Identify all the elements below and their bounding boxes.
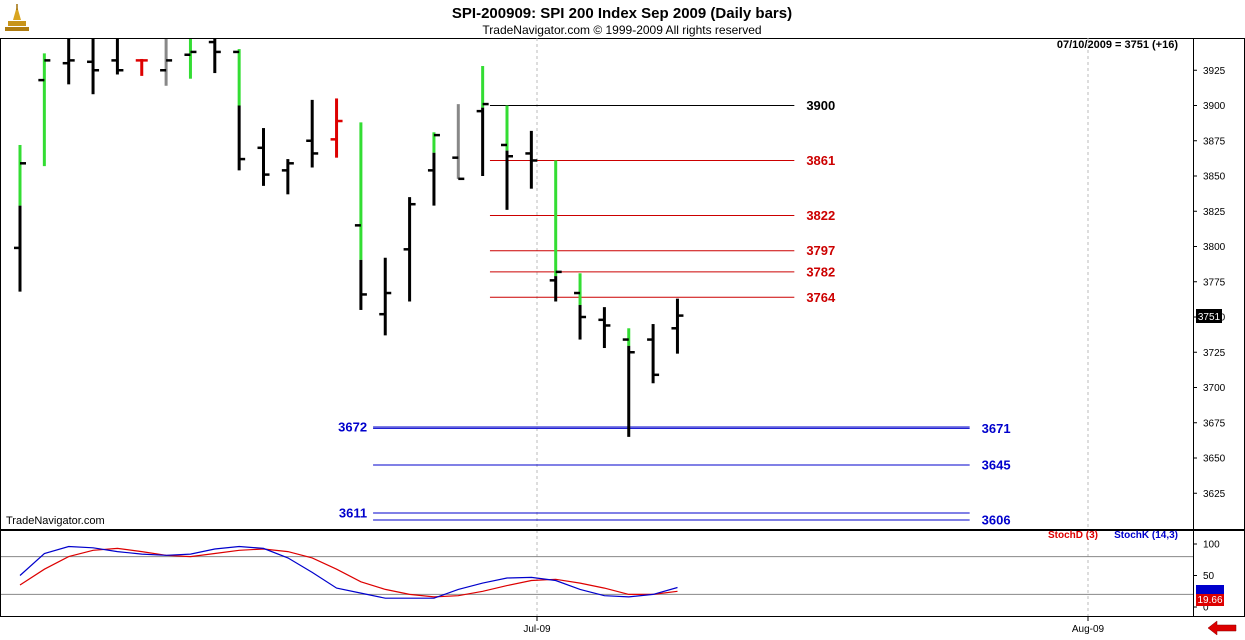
last-quote-label: 07/10/2009 = 3751 (+16) — [1057, 39, 1178, 51]
price-tick-label: 3900 — [1203, 101, 1226, 112]
level-label: 3611 — [339, 505, 367, 520]
stoch-tick-label: 0 — [1203, 603, 1209, 614]
price-bars — [14, 39, 684, 437]
price-bar — [525, 130, 538, 189]
price-bar — [306, 99, 319, 168]
price-bar — [184, 39, 197, 79]
level-label: 3861 — [806, 153, 835, 168]
price-tick-label: 3875 — [1203, 136, 1226, 147]
level-label: 3606 — [982, 513, 1011, 528]
stoch-lines — [1, 545, 1193, 599]
price-bar — [62, 39, 75, 85]
stoch-series-line — [19, 545, 678, 599]
price-axis-ticks: 3625365036753700372537503775380038253850… — [1193, 66, 1226, 500]
price-bar — [111, 39, 124, 75]
stoch-last-marker: 19.66 — [1196, 585, 1224, 606]
level-label: 3645 — [982, 458, 1011, 473]
level-label: 3671 — [982, 421, 1011, 436]
price-bar — [354, 122, 367, 310]
price-tick-label: 3725 — [1203, 348, 1226, 359]
price-bar — [574, 273, 587, 340]
price-bar — [14, 144, 26, 292]
chart-title: SPI-200909: SPI 200 Index Sep 2009 (Dail… — [452, 5, 792, 22]
price-tick-label: 3825 — [1203, 207, 1226, 218]
price-bar — [135, 58, 148, 76]
level-label: 3797 — [806, 243, 835, 258]
price-bar — [38, 53, 51, 167]
stoch-series-line — [19, 547, 678, 598]
price-bar — [501, 105, 513, 210]
stoch-axis-ticks: 0 50 100 — [1193, 540, 1220, 614]
stoch-pane-frame — [0, 530, 1245, 617]
level-label: 3672 — [338, 419, 367, 434]
level-label: 3782 — [806, 264, 835, 279]
level-label: 3900 — [806, 98, 835, 113]
price-bar — [622, 328, 635, 437]
month-label: Aug-09 — [1072, 624, 1105, 635]
stoch-tick-label: 100 — [1203, 540, 1220, 551]
price-bar — [671, 298, 684, 354]
watermark-label: TradeNavigator.com — [6, 515, 105, 527]
price-bar — [379, 257, 392, 336]
date-axis: Jul-09 Aug-09 — [523, 617, 1105, 635]
stochd-legend: StochD (3) — [1048, 530, 1098, 541]
price-pane-frame — [0, 38, 1245, 530]
last-price-marker: 3751 — [1196, 309, 1222, 323]
price-bar — [208, 39, 221, 74]
stoch-tick-label: 50 — [1203, 571, 1215, 582]
logo-icon — [2, 4, 32, 34]
price-tick-label: 3775 — [1203, 277, 1226, 288]
price-tick-label: 3700 — [1203, 383, 1226, 394]
price-bar — [87, 39, 100, 95]
price-bar — [598, 307, 611, 349]
price-tick-label: 3850 — [1203, 172, 1226, 183]
price-bar — [647, 324, 660, 384]
price-bar — [452, 104, 465, 181]
price-bar — [281, 159, 294, 195]
price-bar — [476, 66, 489, 176]
price-bar — [330, 98, 343, 158]
chart-copyright: TradeNavigator.com © 1999-2009 All right… — [482, 23, 761, 37]
price-tick-label: 3800 — [1203, 242, 1226, 253]
price-bar — [427, 132, 440, 206]
level-lines: 3900 3861 3822 3797 3782 3764 3672 3671 3645 3611… — [338, 98, 1010, 528]
price-bar — [160, 39, 173, 86]
scroll-left-icon[interactable] — [1207, 620, 1237, 636]
stochk-legend: StochK (14,3) — [1114, 530, 1178, 541]
price-bar — [549, 160, 562, 302]
price-tick-label: 3650 — [1203, 454, 1226, 465]
stoch-last-label: 19.66 — [1197, 595, 1222, 606]
price-bar — [257, 128, 270, 186]
price-tick-label: 3625 — [1203, 489, 1226, 500]
price-tick-label: 3925 — [1203, 66, 1226, 77]
price-bar — [403, 197, 416, 302]
level-label: 3822 — [806, 208, 835, 223]
last-price-label: 3751 — [1198, 312, 1221, 323]
price-tick-label: 3675 — [1203, 418, 1226, 429]
price-bar — [233, 49, 246, 171]
level-label: 3764 — [806, 290, 836, 305]
month-label: Jul-09 — [523, 624, 551, 635]
